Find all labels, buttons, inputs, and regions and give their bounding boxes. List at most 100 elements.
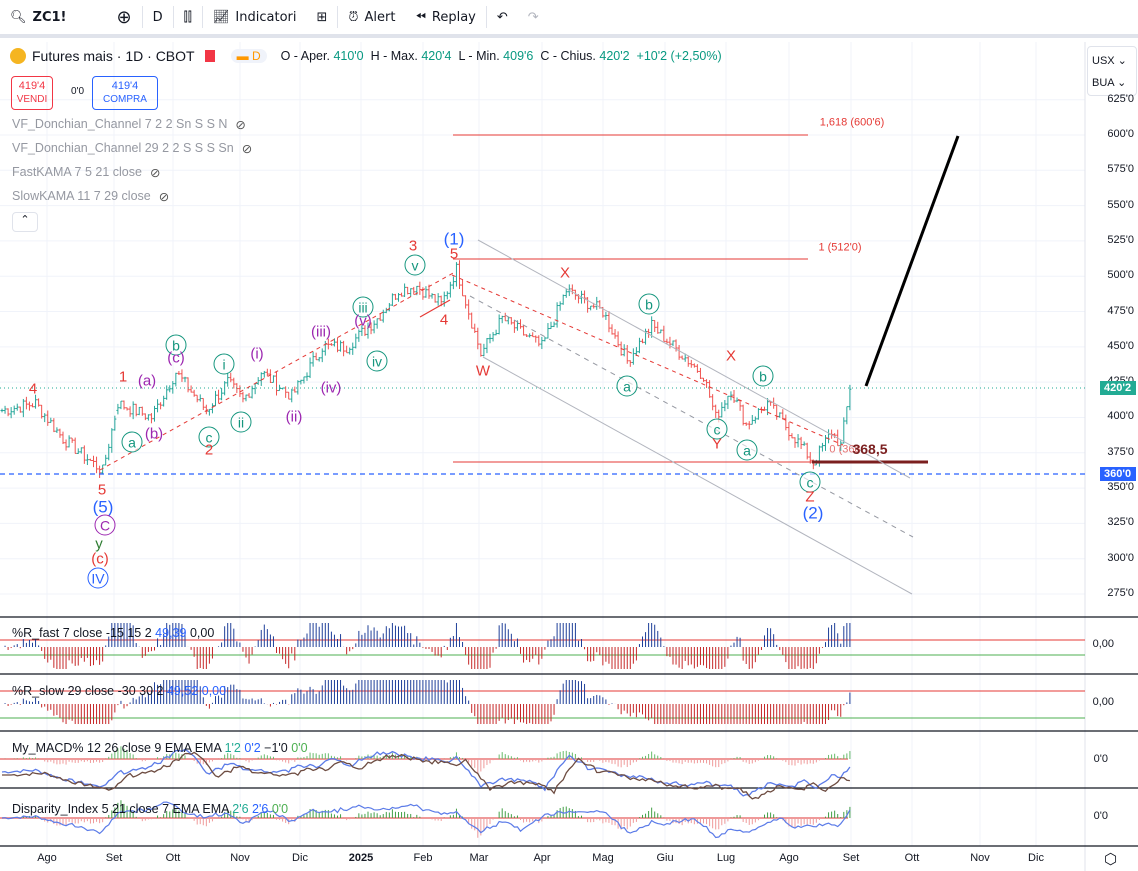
interval-button[interactable]: D [152,9,163,25]
price-tick: 575'0 [1107,163,1134,176]
wave-label[interactable]: (v) [354,312,372,330]
collapse-legend-button[interactable]: ⌃ [12,212,38,232]
redo-icon: ↷ [527,9,539,25]
currency-select[interactable]: USX ⌄ [1092,55,1127,67]
eye-off-icon[interactable]: ⊘ [235,117,246,132]
wave-label[interactable]: v [404,254,426,276]
wave-label[interactable]: (ii) [285,408,303,426]
indicator-item[interactable]: VF_Donchian_Channel 7 2 2 Sn S S N ⊘ [12,117,246,132]
wave-label[interactable]: ii [230,411,252,433]
search-icon: 🔍︎ [10,9,27,25]
price-tick: 450'0 [1107,339,1134,352]
indicators-icon: 📈︎ [212,9,230,25]
wave-label[interactable]: i [213,353,235,375]
spread-value: 0'0 [71,86,85,97]
low-level-faint-label[interactable]: 0 (368 [829,443,861,456]
time-tick: Nov [970,852,990,864]
indicator-item[interactable]: FastKAMA 7 5 21 close ⊘ [12,165,161,180]
wave-label[interactable]: X [725,347,737,365]
chart-type-button[interactable]: ⫿⫿ [174,0,202,36]
layouts-button[interactable]: ⊞ [306,0,337,36]
wave-label[interactable]: 4 [439,311,449,329]
buy-button[interactable]: 419'4 COMPRA [92,76,158,110]
unit-select[interactable]: BUA ⌄ [1092,77,1127,89]
wave-label[interactable]: 2 [204,441,214,459]
wave-label[interactable]: 5 [449,245,459,263]
wave-label[interactable]: b [638,293,660,315]
replay-button[interactable]: ⏪︎ Replay [415,9,476,25]
wave-label[interactable]: 3 [408,237,418,255]
macd-signal-line [2,751,850,800]
currency-unit-selector[interactable]: USX ⌄ BUA ⌄ [1087,46,1137,96]
wave-label[interactable]: (iii) [311,323,331,341]
wave-label[interactable]: iii [352,296,374,318]
wave-label[interactable]: W [475,362,491,380]
wave-label[interactable]: c [706,418,728,440]
pane-axis-value: 0'0 [1093,753,1108,765]
wave-label[interactable]: Z [805,488,815,506]
wave-label[interactable]: (i) [250,345,264,363]
wave-label[interactable]: y [95,535,103,553]
settings-gear-icon[interactable]: ⬡ [1104,850,1118,868]
pane-legend-disparity: Disparity_Index 5 21 close 7 EMA EMA 2'6… [12,802,289,816]
wave-label[interactable]: b [165,334,187,356]
wave-label[interactable]: (b) [144,425,164,443]
indicator-item[interactable]: VF_Donchian_Channel 29 2 2 S S S Sn ⊘ [12,141,253,156]
wave-label[interactable]: Y [711,435,723,453]
wave-label[interactable]: a [121,431,143,453]
price-tick: 525'0 [1107,233,1134,246]
eye-off-icon[interactable]: ⊘ [149,165,161,180]
price-tick: 625'0 [1107,92,1134,105]
wave-label[interactable]: iv [366,350,388,372]
wave-label[interactable]: (a) [137,372,157,390]
wave-label[interactable]: c [198,426,220,448]
wave-label[interactable]: (c) [167,349,185,367]
eye-off-icon[interactable]: ⊘ [241,141,253,156]
wave-label[interactable]: (1) [443,229,465,249]
wave-label[interactable]: (2) [802,503,824,523]
flag-icon[interactable] [204,50,215,62]
fib-label-1[interactable]: 1 (512'0) [818,241,862,254]
compare-symbol-button[interactable]: ⊕ [106,0,141,36]
time-tick: Apr [533,852,551,864]
wave-label[interactable]: (c) [91,550,109,568]
indicator-item[interactable]: SlowKAMA 11 7 29 close ⊘ [12,189,170,204]
wave-label[interactable]: 1 [118,368,128,386]
wave-label[interactable]: a [616,375,638,397]
price-tick: 500'0 [1107,269,1134,282]
symbol-search-button[interactable]: 🔍︎ ZC1! [10,9,67,25]
time-tick: Nov [230,852,250,864]
last-price-label: 420'2 [1100,381,1136,395]
horizontal-line-price-label: 360'0 [1100,467,1136,481]
wave-label[interactable]: c [799,471,821,493]
price-tick: 375'0 [1107,445,1134,458]
time-tick: Feb [413,852,433,864]
channel-mid [469,295,914,538]
low-level-label[interactable]: 368,5 [852,441,888,457]
data-badge[interactable]: ▬ D [230,49,267,63]
pane-axis-value: 0,00 [1092,696,1114,708]
wave-label[interactable]: b [752,365,774,387]
wave-label[interactable]: C [94,514,116,536]
wave-label[interactable]: X [559,264,571,282]
redo-button[interactable]: ↷ [518,0,549,36]
wave-label[interactable]: 4 [28,380,38,398]
wave-label[interactable]: 5 [97,481,107,499]
channel-red-dashed [451,274,844,446]
macd-line [1,748,851,797]
trend-dashed [99,271,456,471]
sell-button[interactable]: 419'4 VENDI [11,76,53,110]
wave-label[interactable]: (iv) [320,379,342,397]
eye-off-icon[interactable]: ⊘ [158,189,170,204]
wave-label[interactable]: IV [87,567,109,589]
undo-button[interactable]: ↶ [487,0,518,36]
alert-button[interactable]: ⏰︎ Alert [348,9,396,25]
fib-label-1618[interactable]: 1,618 (600'6) [819,116,885,129]
wave-label[interactable]: (5) [92,497,114,517]
chart-area[interactable]: 4 1 (a) b (c) i (i) (iii) iii (v) v 3 (1) 5 4 iv (iv) (ii… [0,42,1138,871]
symbol-title: Futures mais · 1D · CBOT [32,48,195,64]
wave-label[interactable]: a [736,439,758,461]
chart-canvas[interactable] [0,42,1138,871]
indicators-button[interactable]: 📈︎ Indicatori [212,9,297,25]
price-tick: 550'0 [1107,198,1134,211]
